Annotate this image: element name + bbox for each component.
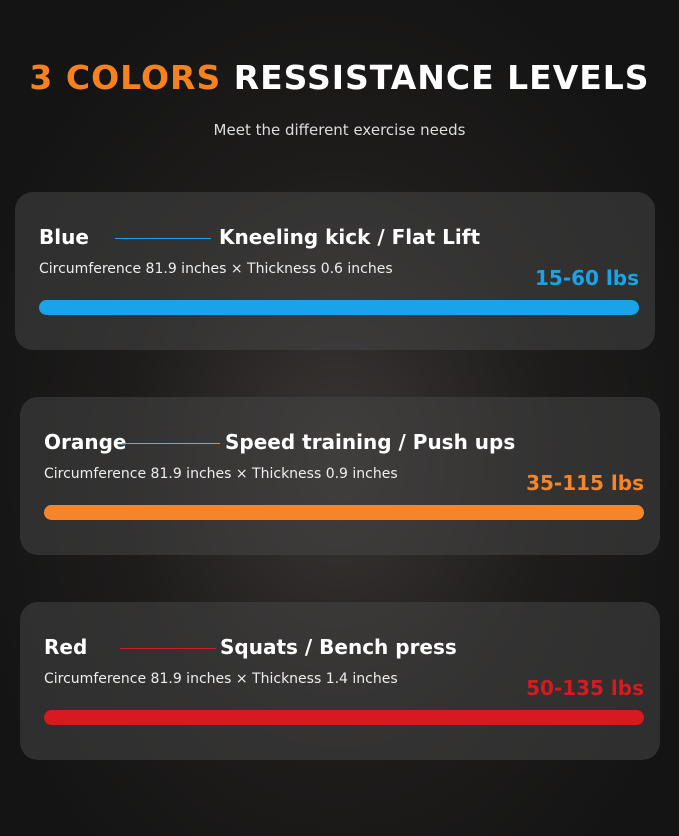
band-range: 50-135 lbs <box>526 676 644 700</box>
band-name: Orange <box>44 430 127 454</box>
connector-line <box>120 648 216 649</box>
band-name: Red <box>44 635 88 659</box>
band-card-orange: Orange Speed training / Push ups Circumf… <box>20 397 660 555</box>
band-use: Squats / Bench press <box>220 635 457 659</box>
band-range: 35-115 lbs <box>526 471 644 495</box>
band-color-bar <box>44 710 644 725</box>
band-spec: Circumference 81.9 inches × Thickness 0.… <box>44 466 398 482</box>
connector-line <box>122 443 220 444</box>
band-use: Speed training / Push ups <box>225 430 516 454</box>
page-title: 3 COLORS RESSISTANCE LEVELS <box>29 58 650 97</box>
band-use: Kneeling kick / Flat Lift <box>219 225 481 249</box>
band-name: Blue <box>39 225 89 249</box>
subtitle: Meet the different exercise needs <box>213 121 466 139</box>
band-range: 15-60 lbs <box>534 266 639 290</box>
connector-line <box>115 238 211 239</box>
band-color-bar <box>39 300 639 315</box>
band-color-bar <box>44 505 644 520</box>
band-spec: Circumference 81.9 inches × Thickness 1.… <box>44 671 398 687</box>
band-spec: Circumference 81.9 inches × Thickness 0.… <box>39 261 393 277</box>
band-card-blue: Blue Kneeling kick / Flat Lift Circumfer… <box>15 192 655 350</box>
band-card-red: Red Squats / Bench press Circumference 8… <box>20 602 660 760</box>
